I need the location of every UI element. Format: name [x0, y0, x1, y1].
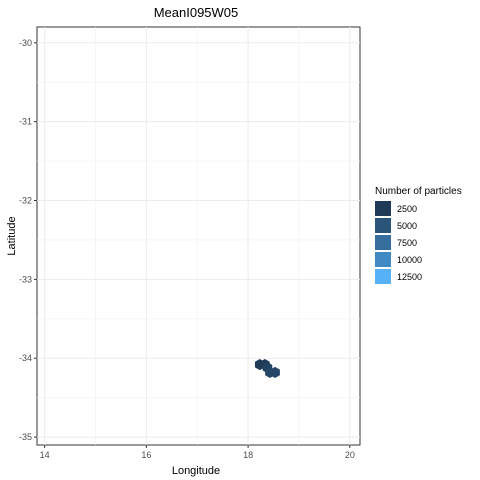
cells — [254, 358, 280, 379]
legend-title: Number of particles — [375, 186, 462, 197]
y-tick-label: -30 — [19, 38, 32, 48]
legend-key — [375, 218, 391, 233]
legend-key — [375, 269, 391, 284]
legend-label: 2500 — [397, 204, 417, 214]
plot-panel — [36, 26, 361, 446]
x-axis: 14 16 18 20 — [40, 445, 355, 460]
legend: Number of particles 2500 5000 7500 10000 125… — [375, 186, 462, 284]
y-tick-label: -31 — [19, 117, 32, 127]
hex-cell — [270, 366, 280, 379]
legend-label: 5000 — [397, 221, 417, 231]
legend-label: 10000 — [397, 255, 422, 265]
panel-background — [37, 27, 360, 445]
chart-title: MeanI095W05 — [154, 5, 239, 20]
legend-key — [375, 201, 391, 216]
y-tick-label: -33 — [19, 274, 32, 284]
x-tick-label: 20 — [345, 450, 355, 460]
x-tick-label: 18 — [243, 450, 253, 460]
grid — [37, 27, 360, 445]
x-tick-label: 14 — [40, 450, 50, 460]
y-tick-label: -34 — [19, 353, 32, 363]
panel-border — [36, 26, 361, 446]
legend-key — [375, 235, 391, 250]
y-tick-label: -32 — [19, 196, 32, 206]
y-axis: -30 -31 -32 -33 -34 -35 — [19, 38, 37, 442]
y-tick-label: -35 — [19, 432, 32, 442]
x-axis-title: Longitude — [172, 465, 220, 477]
legend-key — [375, 252, 391, 267]
y-axis-title: Latitude — [6, 216, 18, 255]
legend-label: 7500 — [397, 238, 417, 248]
x-tick-label: 16 — [141, 450, 151, 460]
legend-label: 12500 — [397, 272, 422, 282]
